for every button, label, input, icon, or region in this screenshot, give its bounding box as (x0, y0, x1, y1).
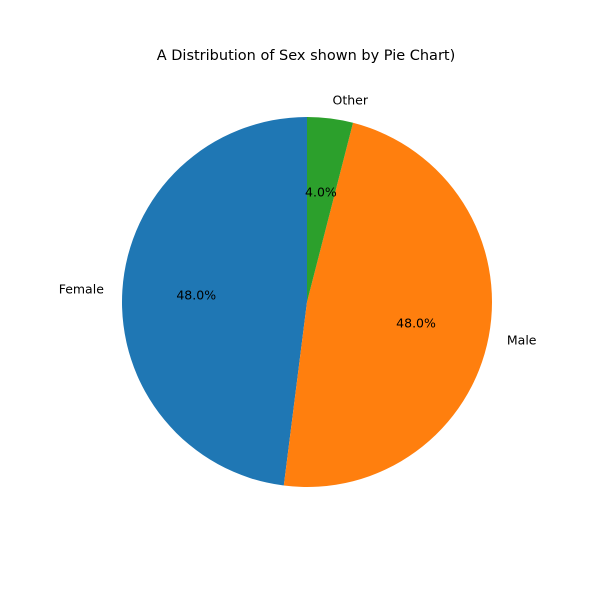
percent-label-other: 4.0% (305, 184, 337, 199)
pie-slice-female (121, 117, 307, 486)
pie-labels: Female 48.0% Male 48.0% Other 4.0% (59, 93, 537, 348)
chart-title: A Distribution of Sex shown by Pie Chart… (156, 48, 456, 64)
category-label-male: Male (507, 333, 537, 348)
percent-label-male: 48.0% (396, 315, 436, 330)
percent-label-female: 48.0% (176, 288, 216, 303)
pie-slice-male (283, 122, 493, 488)
category-label-other: Other (333, 93, 369, 108)
category-label-female: Female (59, 282, 105, 297)
pie-slices (121, 117, 493, 488)
pie-slice-other (307, 117, 354, 302)
